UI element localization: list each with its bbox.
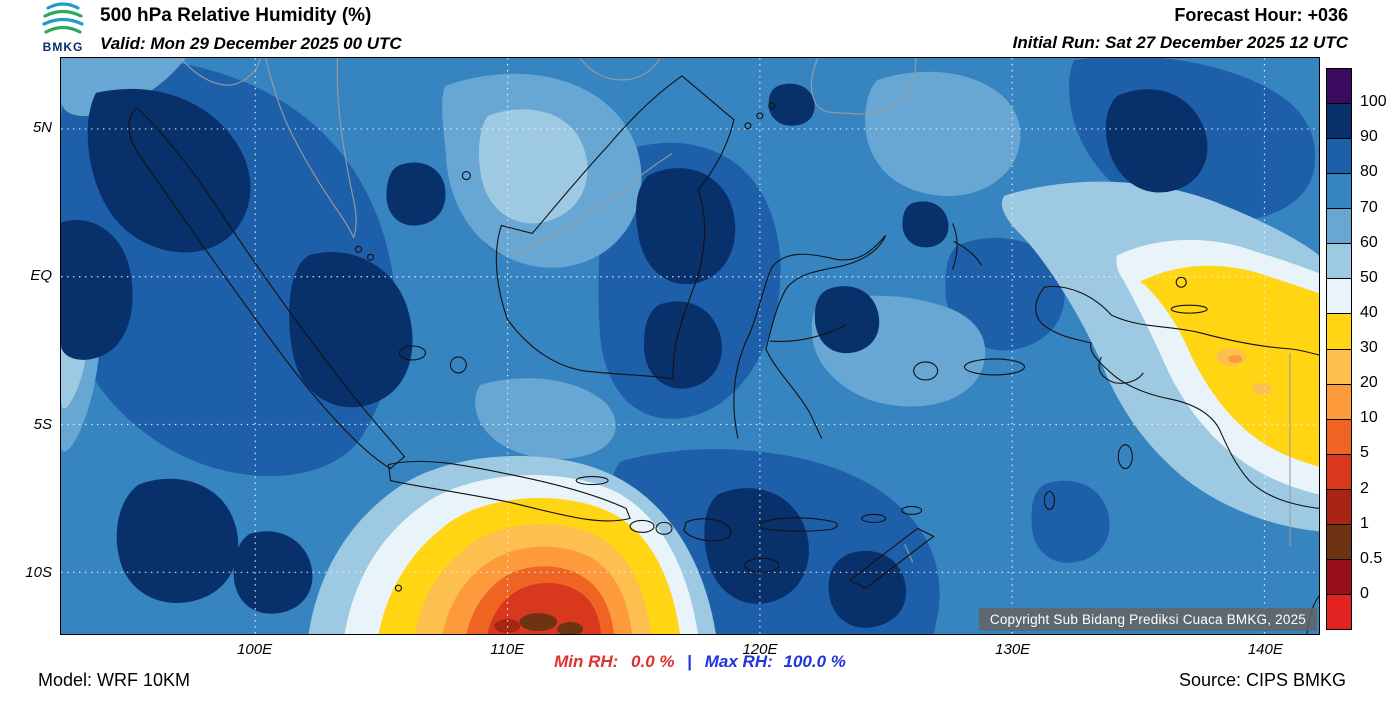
- humidity-map: [61, 58, 1319, 634]
- legend-color-segment: [1327, 69, 1351, 105]
- legend-tick-label: 90: [1360, 128, 1378, 146]
- source-label: Source: CIPS BMKG: [1178, 670, 1346, 690]
- legend-tick-label: 100: [1360, 93, 1387, 111]
- bmkg-logo-text: BMKG: [42, 40, 84, 54]
- legend-color-segment: [1327, 594, 1351, 629]
- legend-tick-label: 2: [1360, 479, 1369, 497]
- forecast-hour: Forecast Hour: +036: [1174, 5, 1348, 25]
- map-frame: Copyright Sub Bidang Prediksi Cuaca BMKG…: [60, 57, 1320, 635]
- minmax-row: Min RH: 0.0 % | Max RH: 100.0 %: [554, 652, 846, 672]
- legend-tick-label: 0: [1360, 584, 1369, 602]
- copyright-notice: Copyright Sub Bidang Prediksi Cuaca BMKG…: [978, 608, 1317, 631]
- legend-tick-label: 40: [1360, 303, 1378, 321]
- legend-colorbar: [1326, 68, 1352, 630]
- initial-run: Initial Run: Sat 27 December 2025 12 UTC: [1012, 33, 1348, 52]
- legend-color-segment: [1327, 489, 1351, 525]
- rh-field-layer: [61, 58, 1319, 634]
- legend-color-segment: [1327, 384, 1351, 420]
- lon-label: 140E: [1247, 641, 1283, 658]
- legend-color-segment: [1327, 174, 1351, 210]
- legend-tick-label: 10: [1360, 409, 1378, 427]
- legend-color-segment: [1327, 454, 1351, 490]
- legend-color-segment: [1327, 209, 1351, 245]
- legend-tick-label: 70: [1360, 198, 1378, 216]
- max-rh-label: Max RH:: [704, 652, 773, 671]
- bmkg-logo-icon: [42, 2, 84, 34]
- legend-tick-label: 0.5: [1360, 549, 1383, 567]
- legend-tick-label: 1: [1360, 514, 1369, 532]
- legend-color-segment: [1327, 104, 1351, 140]
- foreign-coastline-layer: [180, 58, 1291, 563]
- legend-tick-label: 5: [1360, 444, 1369, 462]
- max-rh-value: 100.0 %: [783, 652, 846, 671]
- legend-color-segment: [1327, 559, 1351, 595]
- model-label: Model: WRF 10KM: [38, 670, 191, 690]
- lat-label: 10S: [25, 564, 52, 582]
- legend-tick-label: 50: [1360, 268, 1378, 286]
- min-rh-value: 0.0 %: [631, 652, 675, 671]
- legend-color-segment: [1327, 244, 1351, 280]
- minmax-separator: |: [687, 652, 693, 671]
- bmkg-logo: BMKG: [36, 2, 90, 54]
- lon-label: 130E: [995, 641, 1031, 658]
- legend-tick-label: 20: [1360, 374, 1378, 392]
- legend-color-segment: [1327, 279, 1351, 315]
- legend-color-segment: [1327, 419, 1351, 455]
- legend-tick-label: 30: [1360, 339, 1378, 356]
- legend-color-segment: [1327, 524, 1351, 560]
- lat-label: 5N: [32, 119, 52, 137]
- min-rh-label: Min RH:: [554, 652, 619, 671]
- lon-label: 110E: [490, 641, 525, 658]
- valid-time: Valid: Mon 29 December 2025 00 UTC: [100, 34, 402, 53]
- lon-label: 100E: [237, 641, 273, 658]
- lat-label: EQ: [30, 267, 52, 285]
- legend-color-segment: [1327, 139, 1351, 175]
- legend-color-segment: [1327, 314, 1351, 350]
- legend-color-segment: [1327, 349, 1351, 385]
- legend-tick-label: 80: [1360, 163, 1378, 181]
- page-title: 500 hPa Relative Humidity (%): [100, 5, 372, 26]
- legend-tick-label: 60: [1360, 233, 1378, 251]
- coastline-layer: [128, 75, 1319, 634]
- lat-label: 5S: [33, 415, 52, 433]
